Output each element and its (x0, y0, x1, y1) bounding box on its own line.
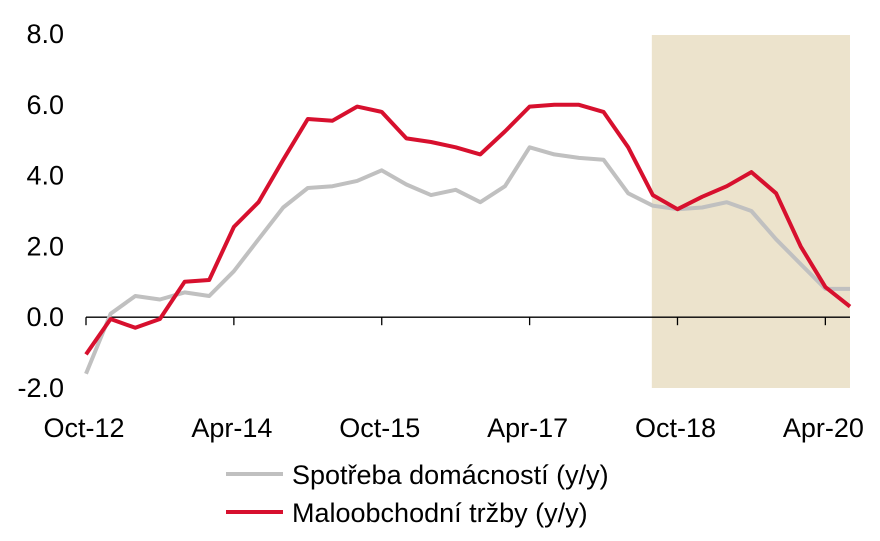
x-tick-label: Apr-14 (191, 413, 272, 443)
y-tick-label: 2.0 (26, 231, 64, 261)
series-line-2 (84, 102, 852, 356)
legend: Spotřeba domácností (y/y) Maloobchodní tr… (226, 460, 609, 528)
y-tick-label: 6.0 (26, 90, 64, 120)
x-tick-label: Oct-18 (635, 413, 716, 443)
x-tick-label: Oct-15 (339, 413, 420, 443)
legend-label: Maloobchodní tržby (y/y) (292, 498, 588, 528)
x-tick-label: Apr-20 (783, 413, 864, 443)
y-tick-label: 0.0 (26, 302, 64, 332)
y-tick-label: 4.0 (26, 161, 64, 191)
legend-label: Spotřeba domácností (y/y) (292, 460, 609, 490)
axes: 8.0 6.0 4.0 2.0 0.0 -2.0 Oct-12 Apr-14 Oct-15 Apr… (17, 19, 863, 443)
x-tick-label: Oct-12 (43, 413, 124, 443)
y-tick-label: 8.0 (26, 19, 64, 49)
series-line-1 (84, 145, 850, 375)
x-tick-label: Apr-17 (487, 413, 568, 443)
y-tick-label: -2.0 (17, 373, 64, 403)
series-lines (84, 102, 852, 375)
